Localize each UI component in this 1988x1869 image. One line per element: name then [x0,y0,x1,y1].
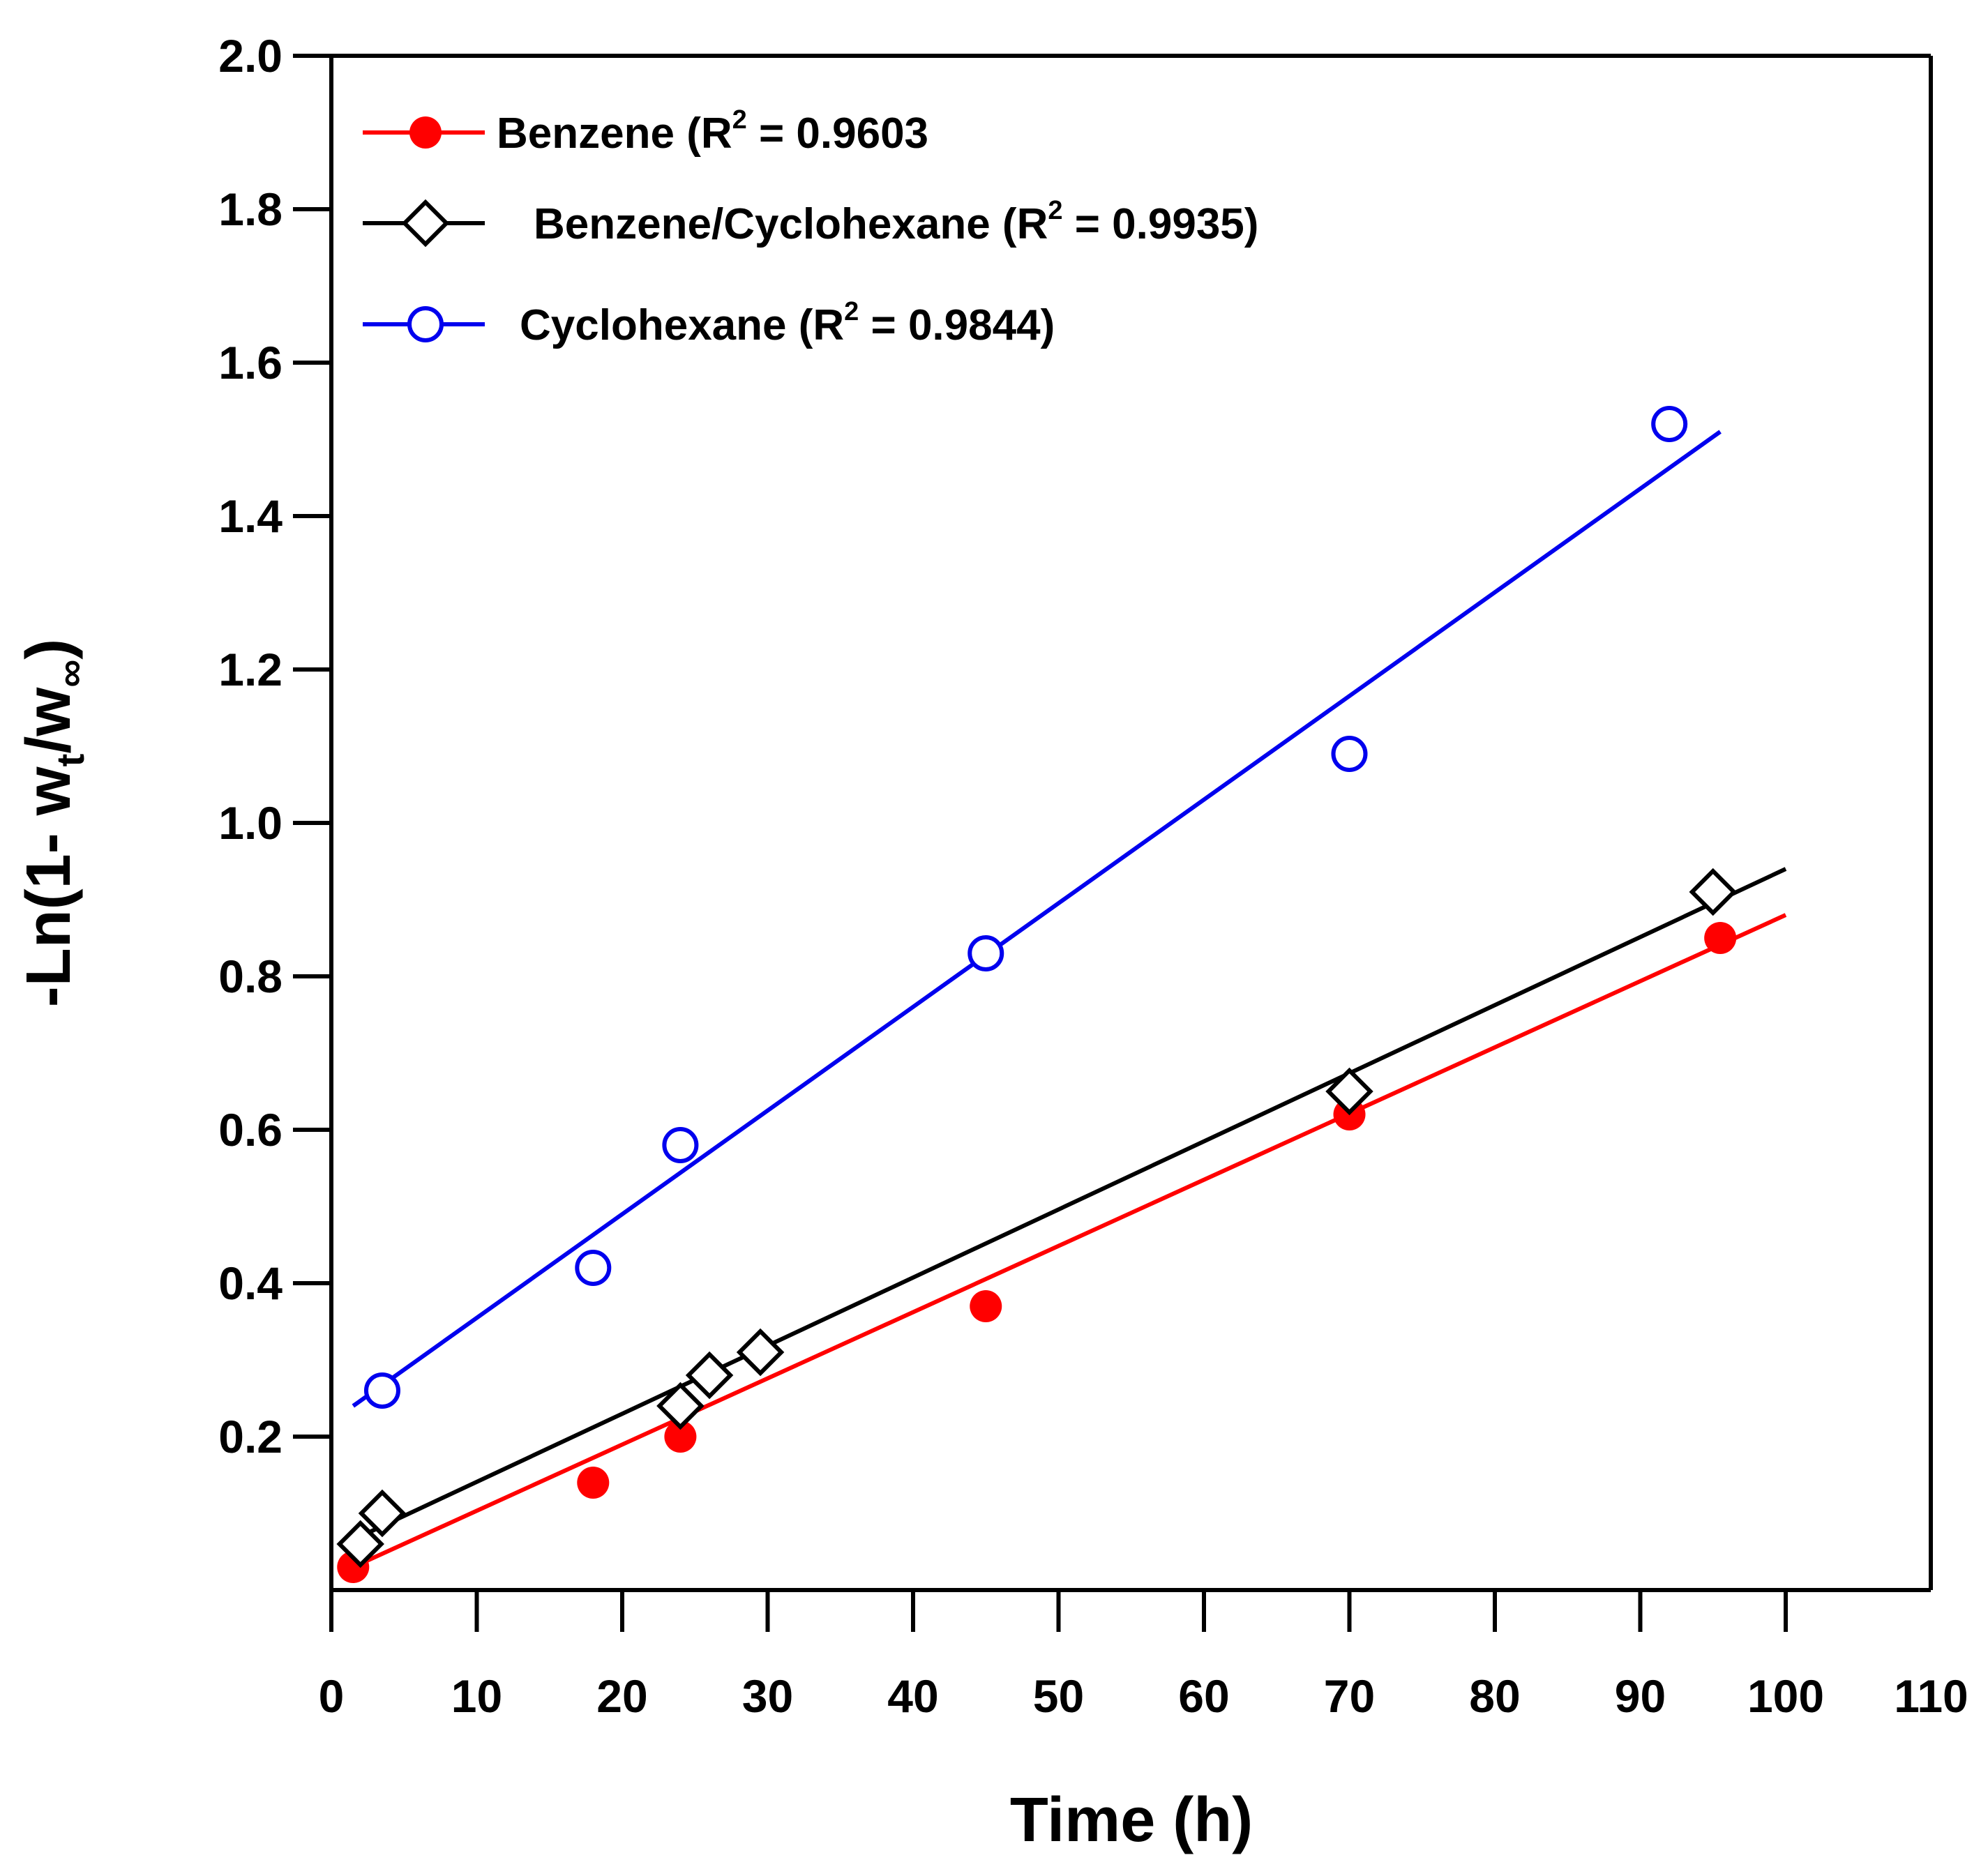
fit-lines [352,430,1787,1569]
y-tick-label: 0.4 [218,1257,283,1309]
legend-marker-cyclohexane [407,306,444,342]
x-tick-label: 110 [1894,1670,1968,1722]
x-tick-label: 20 [596,1670,647,1722]
data-point-benzene-cyclohexane [736,1328,785,1377]
data-point-cyclohexane [662,1127,699,1163]
data-markers [336,406,1737,1583]
data-point-cyclohexane [1651,406,1688,442]
legend-label-prefix: Benzene (R [497,109,732,158]
legend-label-cyclohexane: Cyclohexane (R2 = 0.9844) [520,297,1055,349]
legend-label-prefix: Benzene/Cyclohexane (R [534,200,1048,248]
legend: Benzene (R2 = 0.9603 Benzene/Cyclohexane… [363,105,1258,349]
x-tick-label: 0 [319,1670,345,1722]
legend-label-suffix: = 0.9844) [859,301,1055,349]
legend-label-suffix: = 0.9935) [1062,200,1258,248]
legend-label-prefix: Cyclohexane (R [520,301,844,349]
y-axis-title: -Ln(1- wt/w∞) [14,639,92,1008]
y-title-mid: /w [14,687,84,754]
x-tick-label: 40 [887,1670,938,1722]
y-tick-label: 0.6 [218,1104,283,1156]
x-tick-label: 60 [1178,1670,1229,1722]
y-title-suffix: ) [14,639,84,660]
y-title-sub-t: t [48,754,92,767]
y-tick-label: 1.6 [218,337,283,388]
x-tick-label: 100 [1747,1670,1824,1722]
y-tick-label: 0.8 [218,951,283,1002]
legend-label-sup: 2 [844,297,859,326]
plot-frame [329,54,1933,1592]
y-tick-label: 0.2 [218,1411,283,1462]
fit-line-benzene-cyclohexane [359,867,1787,1538]
x-tick-label: 30 [742,1670,793,1722]
data-point-cyclohexane [1331,736,1368,772]
data-point-cyclohexane [967,935,1004,971]
x-tick-label: 90 [1615,1670,1666,1722]
data-point-benzene [577,1467,610,1499]
x-tick-label: 80 [1469,1670,1520,1722]
data-point-cyclohexane [363,1372,400,1409]
y-tick-label: 1.2 [218,644,283,695]
data-point-benzene [1704,922,1737,954]
y-tick-label: 1.8 [218,183,283,235]
data-point-benzene-cyclohexane [336,1520,384,1568]
y-tick-label: 2.0 [218,30,283,82]
y-tick-label: 1.0 [218,797,283,849]
legend-label-benzene: Benzene (R2 = 0.9603 [497,105,928,158]
legend-label-sup: 2 [1048,196,1062,225]
data-point-benzene-cyclohexane [656,1382,705,1430]
legend-label-benzene-cyclohexane: Benzene/Cyclohexane (R2 = 0.9935) [534,196,1258,248]
legend-marker-benzene-cyclohexane [401,199,450,248]
fit-line-cyclohexane [352,430,1722,1408]
data-point-cyclohexane [575,1250,612,1286]
fit-line-benzene [352,913,1787,1569]
y-title-prefix: -Ln(1- w [14,766,84,1007]
data-point-benzene-cyclohexane [685,1351,734,1400]
legend-label-suffix: = 0.9603 [747,109,928,158]
data-point-benzene-cyclohexane [1325,1067,1373,1116]
x-ticks: 0 10 20 30 40 50 60 70 80 90 100 110 [319,1590,1968,1722]
data-point-benzene-cyclohexane [1689,868,1737,916]
data-point-benzene [664,1421,697,1453]
y-title-sub-inf: ∞ [48,660,92,688]
x-tick-label: 50 [1033,1670,1084,1722]
x-tick-label: 70 [1324,1670,1375,1722]
y-ticks: 0.2 0.4 0.6 0.8 1.0 1.2 1.4 1.6 1.8 2.0 [218,30,331,1462]
y-tick-label: 1.4 [218,490,283,542]
legend-marker-benzene [409,116,442,149]
legend-label-sup: 2 [732,105,747,135]
x-axis-title: Time (h) [1010,1785,1253,1855]
data-point-benzene [970,1290,1002,1322]
x-tick-label: 10 [451,1670,502,1722]
data-point-benzene-cyclohexane [358,1489,407,1538]
